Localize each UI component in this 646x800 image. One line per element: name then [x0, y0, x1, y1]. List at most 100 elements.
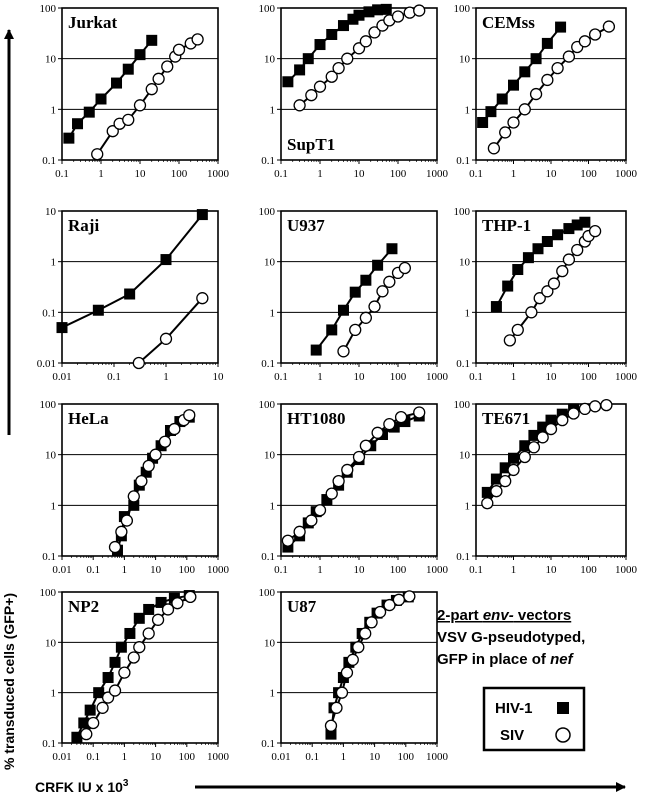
siv-point [313, 80, 327, 93]
hiv-point [124, 627, 136, 639]
x-tick-label: 0.1 [274, 168, 288, 180]
hiv-point [530, 53, 542, 65]
x-tick-label: 1000 [615, 371, 638, 383]
siv-point [305, 89, 318, 102]
siv-point [145, 83, 158, 96]
y-tick-label: 10 [45, 206, 57, 218]
panel-ht1080: 0.1 1 10 100 0.1 1 10 100 1000 HT1080 [259, 399, 449, 576]
hiv-point [579, 216, 591, 228]
siv-point [341, 52, 354, 65]
siv-point [499, 475, 512, 488]
siv-point [518, 103, 531, 116]
y-tick-label: 1 [270, 307, 276, 319]
siv-point [142, 459, 155, 473]
y-tick-label: 1 [270, 104, 276, 116]
hiv-point [512, 264, 524, 276]
siv-point [340, 666, 354, 679]
hiv-point [72, 118, 84, 130]
siv-point [196, 292, 209, 305]
x-axis-title: CRFK IU x 103 [35, 778, 129, 795]
y-tick-label: 100 [454, 206, 471, 218]
hiv-point [372, 259, 384, 271]
hiv-point [92, 304, 104, 316]
hiv-point [196, 209, 208, 221]
x-tick-label: 1000 [207, 168, 230, 180]
hiv-point [325, 728, 337, 740]
hiv-point [122, 63, 134, 75]
siv-point [118, 666, 131, 679]
y-tick-label: 0.1 [456, 155, 470, 167]
siv-point [171, 597, 184, 610]
siv-point [332, 61, 345, 75]
hiv-point [83, 106, 95, 118]
y-tick-label: 0.1 [42, 307, 56, 319]
hiv-point [337, 304, 349, 316]
siv-point [161, 60, 174, 73]
siv-point [127, 490, 140, 503]
y-tick-label: 10 [264, 54, 276, 66]
siv-point [158, 435, 172, 448]
y-tick-label: 1 [51, 104, 57, 116]
siv-point [544, 422, 558, 436]
siv-point [578, 35, 592, 48]
y-tick-label: 0.1 [261, 358, 275, 370]
panel-title-jurkat: Jurkat [68, 13, 117, 32]
x-tick-label: 0.1 [469, 168, 483, 180]
siv-point [373, 605, 387, 619]
x-tick-label: 10 [213, 371, 225, 383]
siv-point [359, 627, 372, 640]
panel-title-np2: NP2 [68, 597, 99, 616]
siv-point [371, 426, 384, 439]
hiv-point [349, 286, 361, 298]
y-tick-label: 10 [264, 257, 276, 269]
siv-point [152, 72, 165, 85]
siv-point [529, 87, 543, 101]
siv-point [487, 142, 501, 155]
siv-point [588, 400, 602, 413]
hiv-point [128, 499, 140, 511]
siv-point [533, 292, 546, 305]
x-tick-label: 0.1 [274, 371, 288, 383]
siv-point [330, 701, 343, 714]
hiv-point [499, 462, 511, 474]
hiv-point [115, 641, 127, 653]
siv-point [588, 225, 602, 238]
x-tick-label: 10 [150, 564, 162, 576]
hiv-point [481, 486, 493, 498]
siv-point [172, 43, 186, 56]
siv-point [571, 243, 584, 257]
panel-title-u87: U87 [287, 597, 317, 616]
y-tick-label: 1 [51, 688, 57, 700]
hiv-point [282, 541, 294, 553]
siv-point [325, 487, 338, 500]
x-tick-label: 10 [354, 168, 366, 180]
panel-title-u937: U937 [287, 216, 325, 235]
hiv-point [109, 656, 121, 668]
siv-point [132, 356, 145, 370]
x-tick-label: 1000 [207, 564, 230, 576]
y-tick-label: 10 [264, 450, 276, 462]
siv-point [383, 418, 396, 431]
hiv-point [380, 3, 392, 15]
siv-point [349, 323, 362, 337]
siv-point [602, 20, 616, 33]
legend-marker-hiv [557, 702, 569, 714]
x-tick-label: 0.1 [55, 168, 69, 180]
siv-point [352, 641, 365, 654]
x-tick-label: 10 [546, 168, 558, 180]
x-axis-title-exponent: 3 [123, 778, 129, 789]
siv-point [394, 411, 408, 424]
siv-point [503, 334, 517, 347]
vector-annotation: 2-part env- vectors VSV G-pseudotyped, G… [437, 607, 585, 668]
siv-point [149, 448, 162, 461]
siv-point [391, 10, 405, 23]
hiv-point [485, 106, 497, 118]
siv-point [325, 70, 338, 83]
siv-point [313, 504, 327, 517]
hiv-point [537, 421, 549, 433]
hiv-point [519, 66, 531, 78]
x-tick-label: 1000 [426, 564, 449, 576]
y-tick-label: 10 [45, 54, 57, 66]
